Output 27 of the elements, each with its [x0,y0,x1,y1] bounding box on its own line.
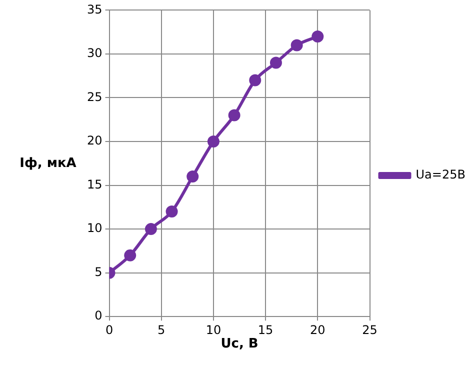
x-tick-label: 25 [362,322,378,337]
point [290,39,303,52]
point [124,249,136,262]
point [207,136,220,148]
legend-label: Ua=25B [416,168,466,182]
point [166,206,178,218]
point [312,30,324,42]
point [270,56,282,69]
x-axis-title: Uc, B [220,336,258,352]
y-tick-label: 0 [94,308,102,323]
y-tick-label: 15 [86,177,102,192]
x-tick-label: 5 [158,322,166,337]
point [144,223,157,236]
y-tick-label: 10 [86,221,102,236]
point [249,74,262,86]
x-tick-label: 10 [206,322,222,337]
y-tick-label: 20 [86,134,102,148]
point [186,170,199,183]
y-tick-label: 30 [86,46,102,60]
y-axis-title: Iф, мкА [20,156,76,171]
y-tick-label: 35 [86,2,102,16]
x-tick-label: 20 [310,322,326,337]
x-tick-label: 0 [105,322,114,337]
y-tick-label: 5 [94,264,102,279]
point [228,109,240,122]
y-tick-label: 25 [86,90,102,104]
x-tick-label: 15 [258,322,274,337]
